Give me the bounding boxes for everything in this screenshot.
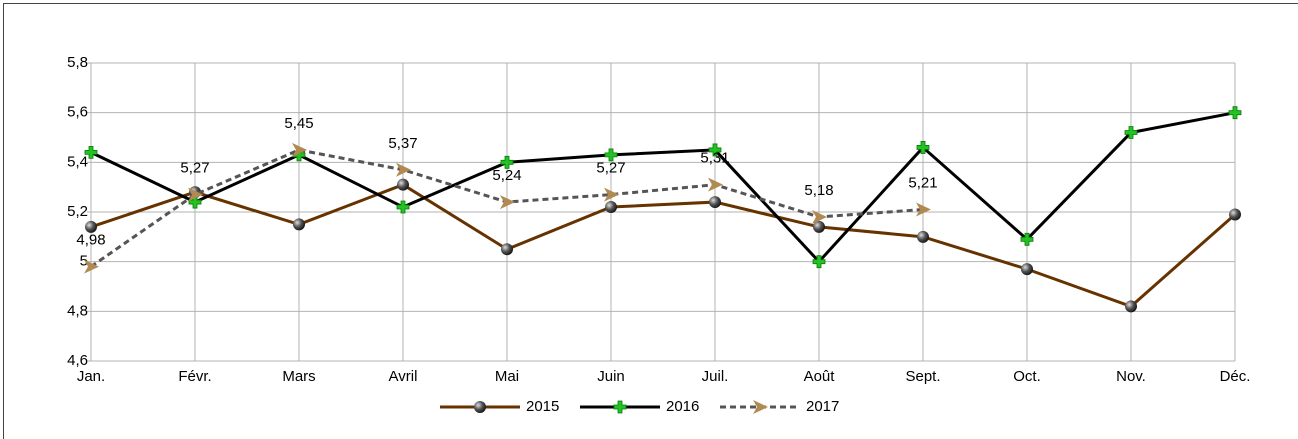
y-tick-label: 5 bbox=[80, 253, 88, 270]
x-tick-label: Févr. bbox=[178, 368, 211, 385]
x-tick-label: Août bbox=[804, 368, 836, 385]
x-tick-label: Juil. bbox=[702, 368, 729, 385]
x-tick-label: Oct. bbox=[1013, 368, 1041, 385]
marker bbox=[396, 162, 411, 177]
marker bbox=[500, 195, 515, 210]
data-label: 4,98 bbox=[76, 232, 105, 249]
marker bbox=[293, 218, 305, 231]
data-label: 5,27 bbox=[596, 160, 625, 177]
marker bbox=[292, 142, 307, 157]
chart-border bbox=[3, 3, 1298, 439]
marker bbox=[1021, 263, 1033, 276]
marker bbox=[1229, 208, 1241, 221]
marker bbox=[1125, 300, 1137, 313]
data-label: 5,24 bbox=[492, 167, 521, 184]
marker bbox=[708, 177, 723, 192]
legend-label: 2015 bbox=[526, 398, 559, 415]
x-tick-label: Mai bbox=[495, 368, 519, 385]
marker bbox=[1124, 126, 1138, 139]
marker bbox=[812, 255, 826, 269]
data-label: 5,37 bbox=[388, 135, 417, 152]
x-tick-label: Sept. bbox=[905, 368, 940, 385]
marker bbox=[1228, 106, 1242, 120]
marker bbox=[813, 220, 825, 233]
data-label: 5,27 bbox=[180, 160, 209, 177]
x-tick-label: Mars bbox=[282, 368, 315, 385]
legend-marker bbox=[753, 400, 768, 414]
data-label: 5,31 bbox=[700, 150, 729, 167]
legend-marker bbox=[613, 400, 627, 414]
y-tick-label: 5,8 bbox=[67, 54, 88, 71]
series-line bbox=[90, 111, 1236, 264]
data-label: 5,21 bbox=[908, 174, 937, 191]
x-tick-label: Nov. bbox=[1116, 368, 1146, 385]
marker bbox=[500, 155, 514, 169]
marker bbox=[812, 209, 827, 224]
marker bbox=[1020, 232, 1034, 246]
marker bbox=[917, 230, 929, 243]
marker bbox=[85, 220, 97, 233]
x-tick-label: Jan. bbox=[77, 368, 105, 385]
marker bbox=[605, 201, 617, 214]
marker bbox=[709, 196, 721, 209]
marker bbox=[604, 148, 618, 162]
marker bbox=[84, 259, 99, 274]
x-tick-label: Juin bbox=[597, 368, 625, 385]
y-tick-label: 4,8 bbox=[67, 302, 88, 319]
marker bbox=[708, 143, 722, 157]
marker bbox=[396, 200, 410, 214]
y-tick-label: 5,2 bbox=[67, 203, 88, 220]
x-tick-label: Avril bbox=[389, 368, 418, 385]
y-tick-label: 4,6 bbox=[67, 352, 88, 369]
y-tick-label: 5,4 bbox=[67, 153, 88, 170]
y-tick-label: 5,6 bbox=[67, 104, 88, 121]
data-label: 5,18 bbox=[804, 182, 833, 199]
series-line bbox=[90, 183, 1236, 309]
x-tick-label: Déc. bbox=[1220, 368, 1251, 385]
marker bbox=[604, 187, 619, 202]
marker bbox=[397, 178, 409, 191]
legend-label: 2017 bbox=[806, 398, 839, 415]
marker bbox=[84, 146, 98, 159]
marker bbox=[188, 187, 203, 202]
legend-marker bbox=[474, 401, 486, 413]
marker bbox=[501, 243, 513, 256]
legend-label: 2016 bbox=[666, 398, 699, 415]
marker bbox=[916, 202, 931, 217]
data-label: 5,45 bbox=[284, 115, 313, 132]
marker bbox=[916, 141, 930, 154]
